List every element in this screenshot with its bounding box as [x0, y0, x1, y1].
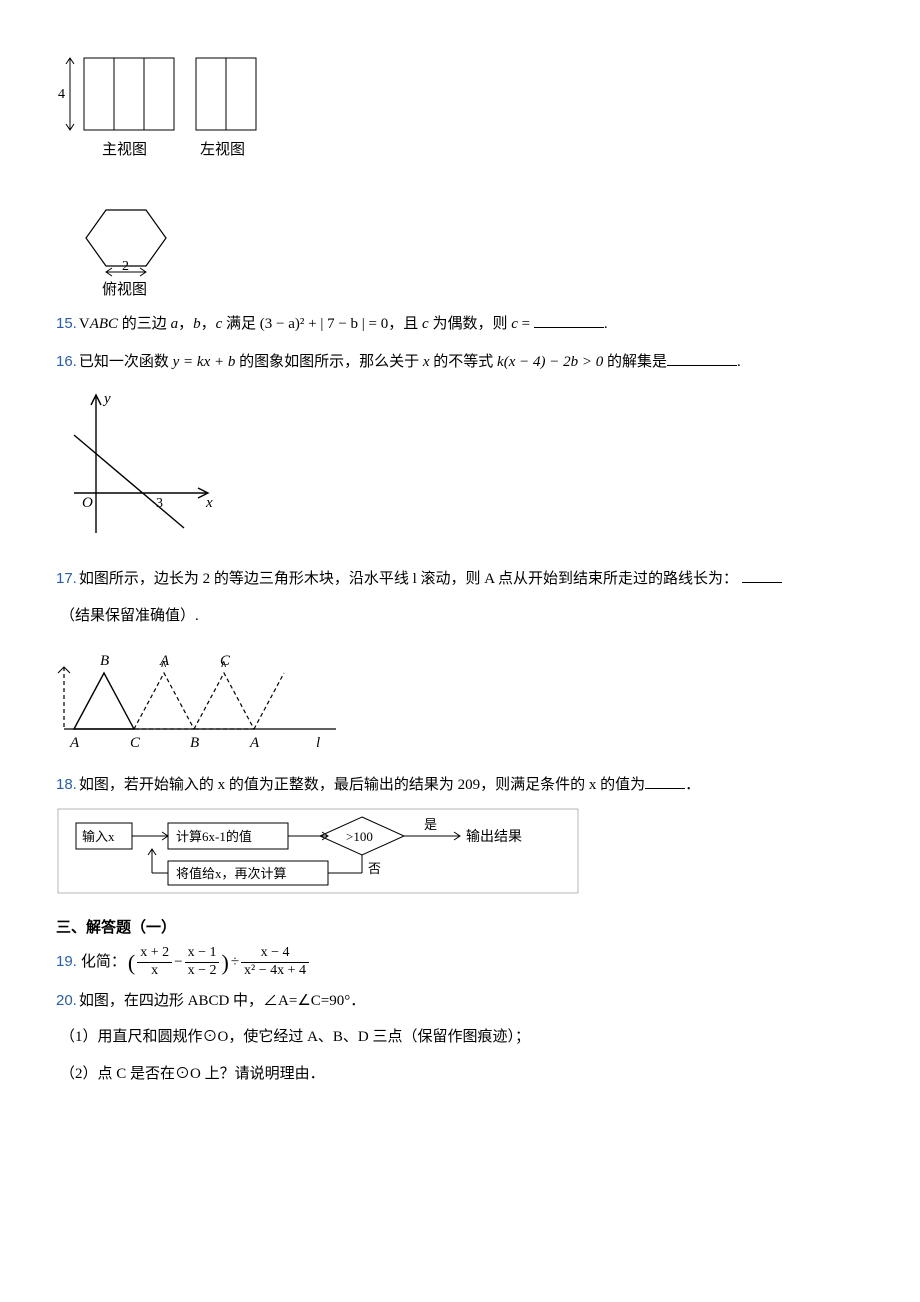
q18-text1: 如图，若开始输入的 x 的值为正整数，最后输出的结果为 209，则满足条件的 x… — [79, 777, 645, 793]
q17-figure: ∧ ∧ B A C A C B A l — [56, 637, 346, 757]
q15-b: b — [193, 316, 201, 332]
three-view-figure: 4 主视图 左视图 2 俯视图 — [56, 50, 276, 310]
q19-f1d: x — [137, 963, 172, 980]
q15-c2: c — [422, 316, 429, 332]
q19-f2n: x − 1 — [185, 945, 220, 963]
flow-loop: 将值给x，再次计算 — [176, 866, 287, 881]
q19-frac3: x − 4x² − 4x + 4 — [241, 945, 309, 980]
q20-part2: （2）点 C 是否在⊙O 上？请说明理由． — [60, 1063, 864, 1086]
question-15: 15.VABC 的三边 a，b，c 满足 (3 − a)² + | 7 − b … — [56, 312, 864, 336]
label-A-base1: A — [69, 735, 80, 751]
q15-expression: (3 − a)² + | 7 − b | = 0 — [260, 316, 389, 332]
q17-text1: 如图所示，边长为 2 的等边三角形木块，沿水平线 l 滚动，则 A 点从开始到结… — [79, 571, 738, 587]
label-B-top: B — [100, 653, 109, 669]
q16-text3: 的不等式 — [430, 354, 498, 370]
q15-a: a — [171, 316, 179, 332]
q15-triangle: ABC — [90, 316, 118, 332]
label-C-base: C — [130, 735, 141, 751]
flow-input: 输入x — [82, 829, 115, 844]
question-18: 18.如图，若开始输入的 x 的值为正整数，最后输出的结果为 209，则满足条件… — [56, 773, 864, 797]
q16-number: 16. — [56, 353, 77, 370]
q15-text3: ，且 — [388, 316, 422, 332]
section-3-heading: 三、解答题（一） — [56, 917, 864, 940]
side-view-label: 左视图 — [200, 141, 245, 158]
q15-text: 的三边 — [118, 316, 171, 332]
label-A-top: A — [159, 653, 170, 669]
q16-text2: 的图象如图所示，那么关于 — [235, 354, 423, 370]
q20-text1: 如图，在四边形 ABCD 中，∠A=∠C=90°． — [79, 993, 365, 1009]
q15-sep2: ， — [201, 316, 216, 332]
height-label: 4 — [58, 87, 65, 102]
x-tick-3: 3 — [156, 496, 163, 511]
q15-pre: V — [79, 316, 90, 332]
q18-tail: ． — [685, 777, 700, 793]
q16-blank[interactable] — [667, 350, 737, 366]
q16-text1: 已知一次函数 — [79, 354, 173, 370]
q19-minus: − — [174, 951, 182, 974]
q15-tail: . — [604, 316, 608, 332]
q16-tail: . — [737, 354, 741, 370]
q19-frac2: x − 1x − 2 — [185, 945, 220, 980]
q17-blank[interactable] — [742, 567, 782, 583]
flow-no: 否 — [368, 861, 381, 876]
q15-number: 15. — [56, 315, 77, 332]
q17-text2: （结果保留准确值）. — [60, 605, 864, 628]
label-C-top: C — [220, 653, 231, 669]
front-view-label: 主视图 — [102, 141, 147, 158]
q15-sep: ， — [178, 316, 193, 332]
x-axis-label: x — [205, 495, 213, 511]
q16-text4: 的解集是 — [603, 354, 667, 370]
q19-rparen: ) — [221, 946, 228, 979]
q19-frac1: x + 2x — [137, 945, 172, 980]
q15-blank[interactable] — [534, 312, 604, 328]
question-20: 20.如图，在四边形 ABCD 中，∠A=∠C=90°． — [56, 990, 864, 1013]
q16-eq1: y = kx + b — [173, 354, 236, 370]
q19-text1: 化简： — [81, 951, 126, 974]
q15-c3: c — [511, 316, 518, 332]
label-B-base: B — [190, 735, 199, 751]
origin-label: O — [82, 495, 93, 511]
q17-number: 17. — [56, 570, 77, 587]
q19-lparen: ( — [128, 946, 135, 979]
q16-x: x — [423, 354, 430, 370]
q16-graph: y x O 3 — [56, 383, 226, 553]
flow-yes: 是 — [424, 817, 437, 832]
question-19: 19. 化简： ( x + 2x − x − 1x − 2 ) ÷ x − 4x… — [56, 945, 864, 980]
q16-eq2: k(x − 4) − 2b > 0 — [497, 354, 603, 370]
q19-number: 19. — [56, 951, 77, 974]
flow-calc: 计算6x-1的值 — [176, 829, 252, 844]
q19-f2d: x − 2 — [185, 963, 220, 980]
label-A-base2: A — [249, 735, 260, 751]
q19-div: ÷ — [231, 951, 239, 974]
base-width-label: 2 — [122, 259, 129, 274]
q18-blank[interactable] — [645, 773, 685, 789]
q19-f3d: x² − 4x + 4 — [241, 963, 309, 980]
question-17: 17.如图所示，边长为 2 的等边三角形木块，沿水平线 l 滚动，则 A 点从开… — [56, 567, 864, 591]
q15-eq: = — [518, 316, 530, 332]
q20-number: 20. — [56, 992, 77, 1009]
question-16: 16.已知一次函数 y = kx + b 的图象如图所示，那么关于 x 的不等式… — [56, 350, 864, 374]
q19-f1n: x + 2 — [137, 945, 172, 963]
q18-number: 18. — [56, 776, 77, 793]
top-view-label: 俯视图 — [102, 281, 147, 298]
q15-text4: 为偶数，则 — [429, 316, 512, 332]
flow-cond: >100 — [346, 829, 373, 844]
q19-f3n: x − 4 — [241, 945, 309, 963]
q20-part1: （1）用直尺和圆规作⊙O，使它经过 A、B、D 三点（保留作图痕迹）； — [60, 1026, 864, 1049]
flow-output: 输出结果 — [466, 829, 522, 845]
q15-text2: 满足 — [222, 316, 260, 332]
y-axis-label: y — [102, 391, 111, 407]
q18-flowchart: 输入x 计算6x-1的值 >100 是 输出结果 否 将值给x，再次计算 — [56, 807, 586, 899]
label-l: l — [316, 735, 320, 751]
